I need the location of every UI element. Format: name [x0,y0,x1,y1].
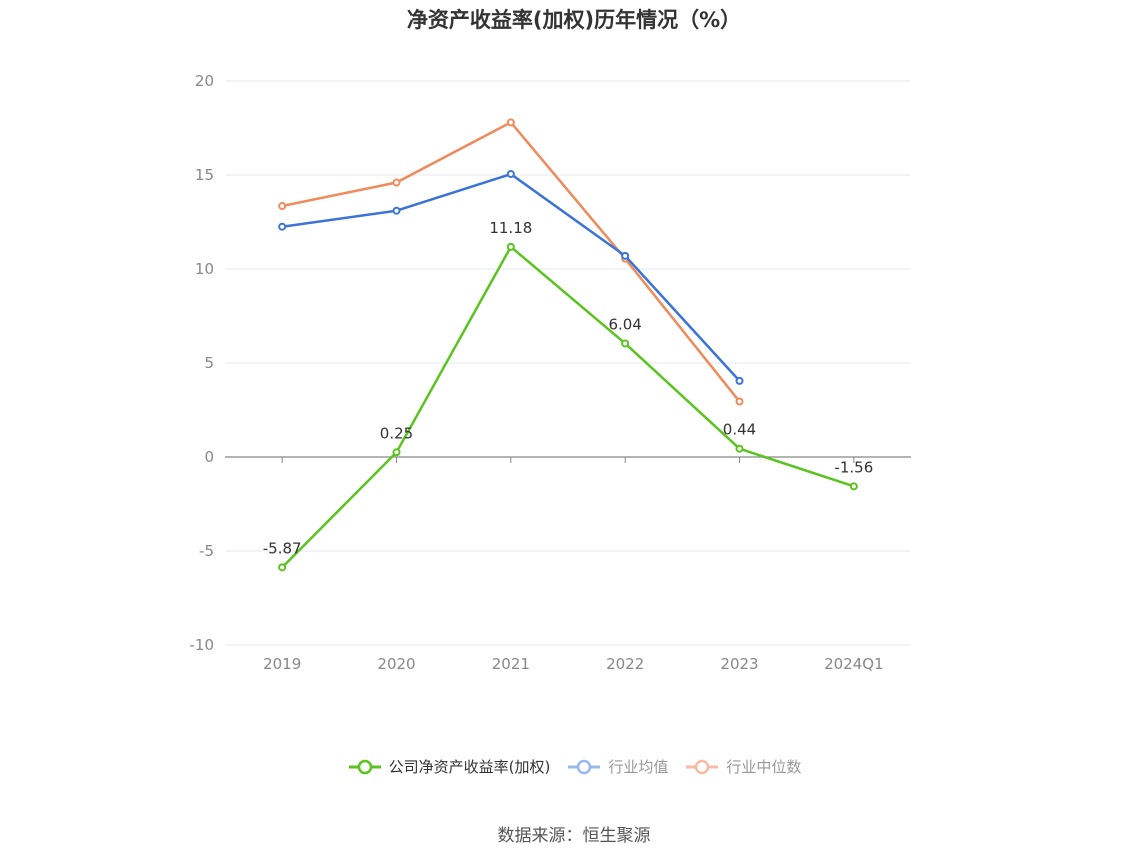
series-line-2 [281,121,741,403]
chart-title: 净资产收益率(加权)历年情况（%） [406,8,742,32]
legend-marker-icon [568,759,601,774]
data-point [735,444,744,453]
data-point [849,482,858,491]
data-point [278,222,287,231]
data-source-note: 数据来源：恒生聚源 [497,826,651,846]
data-point [392,206,401,215]
y-tick-label: 10 [195,260,214,278]
y-tick-label: 20 [195,72,214,90]
legend-label: 公司净资产收益率(加权) [388,758,551,776]
series-lines [278,118,858,572]
x-tick-label: 2021 [492,655,530,673]
series-line-0 [281,245,855,569]
axes: -10 -5 0 5 10 15 20 2019 2020 2021 2022 2023 2024Q1 [190,72,911,673]
data-point [621,339,630,348]
y-tick-label: 5 [204,354,214,372]
data-point [621,251,630,260]
data-label: 0.25 [380,424,413,442]
legend-marker-icon [686,759,719,774]
data-label: 6.04 [608,315,641,333]
legend-marker-icon [348,759,381,774]
legend-label: 行业中位数 [726,758,802,776]
data-point [392,178,401,187]
y-tick-label: 0 [204,448,214,466]
data-point [506,242,515,251]
x-tick-label: 2020 [377,655,415,673]
y-tick-label: 15 [195,166,214,184]
data-point [506,118,515,127]
x-tick-label: 2019 [263,655,301,673]
y-tick-label: -5 [199,542,214,560]
grid-lines [225,80,911,646]
y-tick-label: -10 [190,636,215,654]
legend-label: 行业均值 [608,758,669,776]
data-label: 11.18 [489,219,532,237]
series-line-1 [281,172,741,382]
data-point [392,448,401,457]
data-point [735,397,744,406]
data-point [506,170,515,179]
legend-item-industry-mean[interactable]: 行业均值 [566,756,668,777]
data-point [278,202,287,211]
x-tick-label: 2024Q1 [824,655,884,673]
data-point [278,563,287,572]
legend: 公司净资产收益率(加权) 行业均值 行业中位数 [0,756,1148,777]
data-label: -1.56 [834,458,873,476]
data-label: 0.44 [723,421,756,439]
x-tick-label: 2023 [720,655,758,673]
data-labels: -5.87 0.25 11.18 6.04 0.44 -1.56 [263,219,873,558]
data-point [735,376,744,385]
data-label: -5.87 [263,539,302,557]
legend-item-industry-median[interactable]: 行业中位数 [684,756,801,777]
legend-item-company[interactable]: 公司净资产收益率(加权) [347,756,551,777]
x-tick-label: 2022 [606,655,644,673]
